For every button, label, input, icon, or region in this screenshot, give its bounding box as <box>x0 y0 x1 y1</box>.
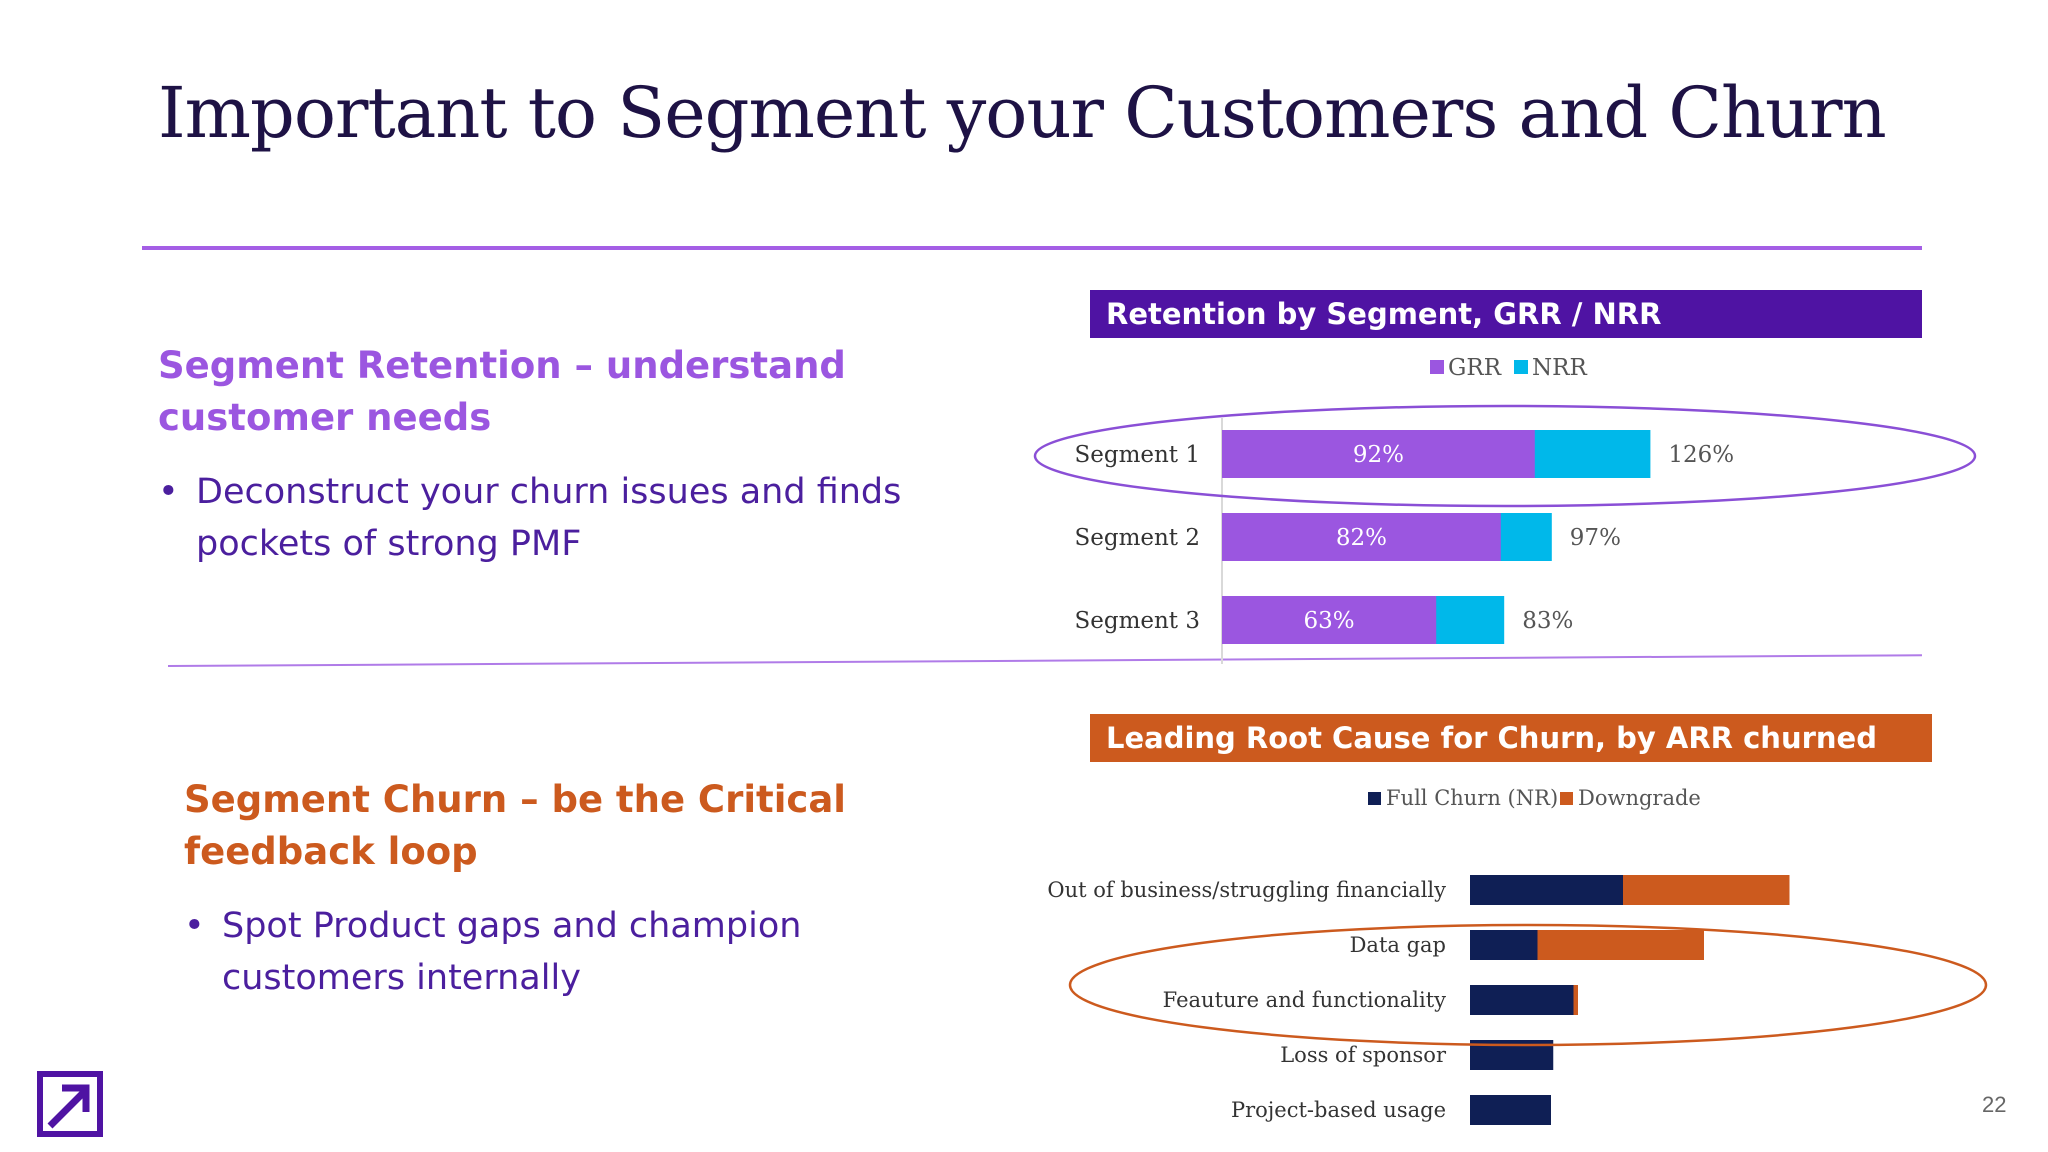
legend-label-nrr: NRR <box>1532 355 1587 381</box>
data-label-nrr: 97% <box>1570 525 1621 551</box>
category-label: Loss of sponsor <box>1280 1043 1447 1067</box>
legend-swatch-full-churn <box>1368 792 1381 805</box>
category-label: Data gap <box>1350 933 1446 957</box>
bar-downgrade <box>1537 930 1704 960</box>
data-label-nrr: 126% <box>1668 442 1734 468</box>
category-label: Segment 3 <box>1074 608 1200 634</box>
legend-swatch-grr <box>1430 360 1444 374</box>
legend-swatch-nrr <box>1514 360 1528 374</box>
legend-label-full-churn: Full Churn (NR) <box>1386 786 1558 810</box>
title-divider <box>142 246 1922 250</box>
bar-downgrade <box>1623 875 1790 905</box>
bar-downgrade <box>1573 985 1578 1015</box>
bar-grr <box>1222 513 1501 561</box>
retention-bullet: • Deconstruct your churn issues and find… <box>158 466 956 570</box>
page-number: 22 <box>1982 1092 2007 1117</box>
churn-bullet: • Spot Product gaps and champion custome… <box>184 900 982 1004</box>
legend-label-downgrade: Downgrade <box>1578 786 1701 810</box>
category-label: Project-based usage <box>1231 1098 1446 1122</box>
churn-chart-title: Leading Root Cause for Churn, by ARR chu… <box>1090 714 1932 762</box>
bar-full-churn <box>1470 985 1574 1015</box>
retention-heading: Segment Retention – understand customer … <box>158 344 846 439</box>
category-label: Segment 1 <box>1074 442 1200 468</box>
highlight-ellipse <box>1068 923 1988 1047</box>
bullet-dot-icon: • <box>158 472 179 512</box>
legend-label-grr: GRR <box>1448 355 1502 381</box>
bar-full-churn <box>1470 930 1538 960</box>
bullet-dot-icon: • <box>184 906 205 946</box>
bar-full-churn <box>1470 1095 1551 1125</box>
page-title: Important to Segment your Customers and … <box>158 72 1887 154</box>
highlight-ellipse <box>1033 404 1977 508</box>
retention-chart-title: Retention by Segment, GRR / NRR <box>1090 290 1922 338</box>
data-label-grr: 63% <box>1304 608 1355 634</box>
data-label-grr: 82% <box>1336 525 1387 551</box>
legend-swatch-downgrade <box>1560 792 1573 805</box>
category-label: Segment 2 <box>1074 525 1200 551</box>
category-label: Out of business/struggling financially <box>1047 878 1446 902</box>
bar-grr <box>1222 596 1437 644</box>
bar-full-churn <box>1470 875 1623 905</box>
bar-grr <box>1222 430 1535 478</box>
retention-bullet-text: Deconstruct your churn issues and finds … <box>196 472 902 564</box>
churn-bullet-text: Spot Product gaps and champion customers… <box>222 906 802 998</box>
arrow-up-right-logo-icon <box>37 1071 103 1137</box>
data-label-nrr: 83% <box>1522 608 1573 634</box>
data-label-grr: 92% <box>1353 442 1404 468</box>
churn-heading: Segment Churn – be the Critical feedback… <box>184 778 846 873</box>
category-label: Feauture and functionality <box>1163 988 1446 1012</box>
